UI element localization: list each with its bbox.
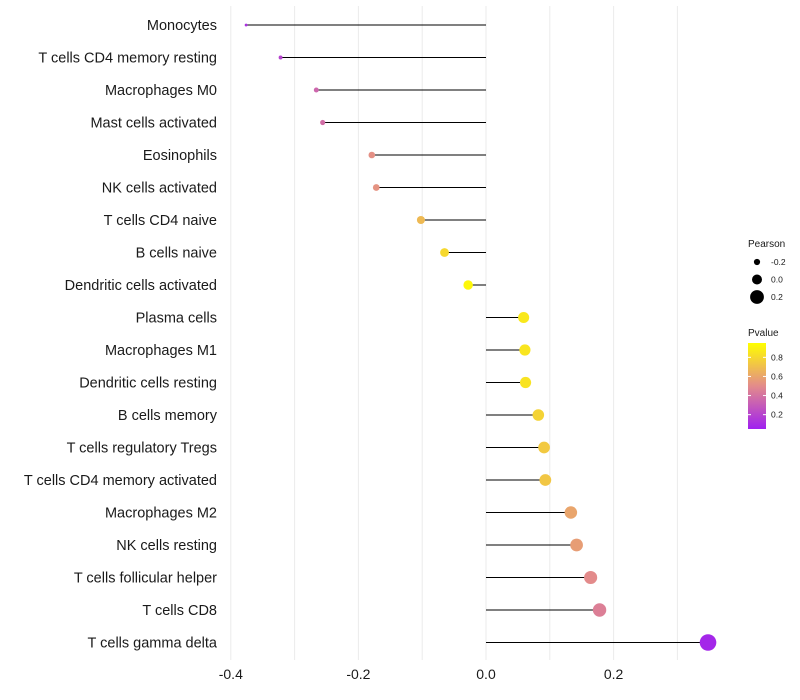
segment-layer bbox=[246, 24, 709, 643]
y-tick-label: T cells CD8 bbox=[142, 603, 217, 619]
lollipop-point bbox=[564, 506, 578, 519]
y-tick-label: B cells memory bbox=[118, 408, 218, 424]
legend-pearson-title: Pearson bbox=[748, 239, 785, 250]
legend-color-label: 0.2 bbox=[771, 410, 783, 420]
legend-color-label: 0.6 bbox=[771, 371, 783, 381]
y-axis-labels: Monocytes T cells CD4 memory resting Macro… bbox=[24, 18, 218, 652]
y-tick-label: NK cells activated bbox=[102, 181, 217, 197]
lollipop-point bbox=[592, 603, 607, 617]
legend-size-label: -0.2 bbox=[771, 257, 786, 267]
y-tick-label: T cells follicular helper bbox=[74, 571, 217, 587]
lollipop-point bbox=[570, 538, 583, 552]
y-tick-label: Mast cells activated bbox=[90, 116, 217, 132]
y-tick-label: Macrophages M2 bbox=[105, 506, 217, 522]
y-tick-label: Macrophages M1 bbox=[105, 343, 217, 359]
x-tick-label: 0.2 bbox=[604, 666, 624, 682]
x-tick-label: -0.4 bbox=[219, 666, 243, 682]
x-axis-labels: -0.4 -0.2 0.0 0.2 bbox=[219, 666, 624, 682]
y-tick-label: T cells CD4 memory resting bbox=[38, 51, 217, 67]
y-tick-label: T cells CD4 memory activated bbox=[24, 473, 217, 489]
lollipop-point bbox=[538, 441, 550, 454]
lollipop-point bbox=[372, 184, 380, 191]
lollipop-point bbox=[699, 634, 717, 651]
legend-pvalue-title: Pvalue bbox=[748, 328, 779, 339]
lollipop-point bbox=[584, 570, 598, 585]
lollipop-point bbox=[519, 376, 532, 389]
legend-size-label: 0.0 bbox=[771, 275, 783, 285]
legend-size-label: 0.2 bbox=[771, 292, 783, 302]
legend-pvalue: Pvalue 0.8 0.6 0.4 0.2 bbox=[748, 328, 783, 429]
legend-color-label: 0.4 bbox=[771, 391, 783, 401]
y-tick-label: Dendritic cells activated bbox=[65, 278, 217, 294]
x-tick-label: -0.2 bbox=[346, 666, 370, 682]
point-layer bbox=[244, 23, 717, 651]
lollipop-point bbox=[539, 474, 552, 486]
lollipop-point bbox=[278, 55, 283, 60]
lollipop-point bbox=[416, 215, 425, 225]
legend-pearson: Pearson -0.2 0.0 0.2 bbox=[748, 239, 786, 304]
y-tick-label: T cells gamma delta bbox=[88, 636, 218, 652]
y-tick-label: Dendritic cells resting bbox=[79, 376, 217, 392]
lollipop-point bbox=[519, 344, 531, 356]
legend-color-label: 0.8 bbox=[771, 352, 783, 362]
y-tick-label: B cells naive bbox=[136, 246, 217, 262]
grid-layer bbox=[230, 6, 678, 660]
lollipop-point bbox=[244, 23, 248, 27]
legend-size-key bbox=[750, 290, 764, 304]
lollipop-point bbox=[368, 151, 376, 159]
y-tick-label: T cells CD4 naive bbox=[104, 213, 217, 229]
y-tick-label: T cells regulatory Tregs bbox=[67, 441, 217, 457]
y-tick-label: Eosinophils bbox=[143, 148, 217, 164]
legend-pvalue-colorbar bbox=[748, 343, 766, 429]
y-tick-label: NK cells resting bbox=[116, 538, 217, 554]
lollipop-point bbox=[440, 248, 449, 257]
y-tick-label: Macrophages M0 bbox=[105, 83, 217, 99]
y-tick-label: Plasma cells bbox=[136, 311, 217, 327]
legend-size-key bbox=[753, 258, 761, 266]
lollipop-point bbox=[320, 119, 326, 126]
lollipop-point bbox=[313, 87, 319, 93]
lollipop-point bbox=[518, 311, 530, 324]
lollipop-point bbox=[463, 280, 473, 290]
legend-size-key bbox=[752, 274, 762, 285]
y-tick-label: Monocytes bbox=[147, 18, 217, 34]
x-tick-label: 0.0 bbox=[476, 666, 496, 682]
lollipop-point bbox=[532, 409, 545, 421]
